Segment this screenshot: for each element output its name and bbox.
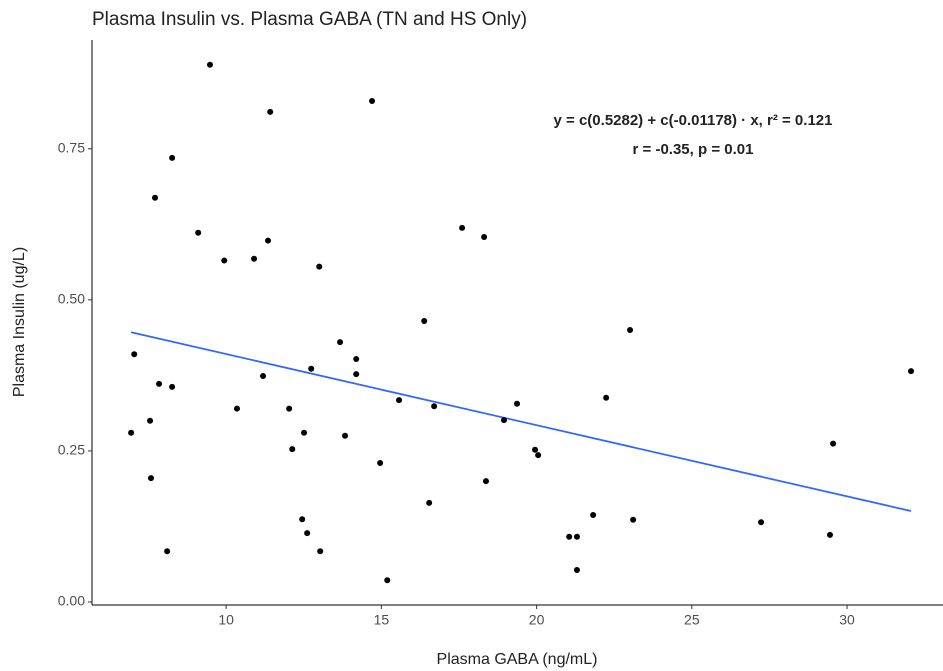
x-tick-label: 20 — [529, 612, 545, 628]
point — [426, 499, 433, 506]
point — [342, 432, 349, 439]
point — [826, 531, 833, 538]
point — [514, 400, 521, 407]
point — [317, 548, 324, 555]
point — [630, 516, 637, 523]
stats: r = -0.35, p = 0.01 — [633, 141, 754, 158]
y-tick-label: 0.00 — [58, 593, 85, 609]
point — [500, 417, 507, 424]
point — [233, 405, 240, 412]
point — [421, 317, 428, 324]
point — [265, 237, 272, 244]
point — [164, 548, 171, 555]
point — [308, 365, 315, 372]
point — [459, 224, 466, 231]
point — [627, 327, 634, 334]
point — [535, 452, 542, 459]
equation: y = c(0.5282) + c(-0.01178) · x, r² = 0.… — [554, 112, 833, 129]
point — [353, 371, 360, 378]
point — [169, 154, 176, 161]
point — [260, 372, 267, 379]
point — [566, 533, 573, 540]
point — [431, 403, 438, 410]
point — [156, 380, 163, 387]
point — [221, 257, 228, 264]
point — [286, 405, 293, 412]
point — [301, 429, 308, 436]
x-tick-label: 15 — [374, 612, 390, 628]
y-tick-label: 0.25 — [58, 442, 85, 458]
point — [396, 397, 403, 404]
point — [316, 263, 323, 270]
point — [337, 339, 344, 346]
x-tick-label: 30 — [839, 612, 855, 628]
point — [169, 383, 176, 390]
y-axis-label: Plasma Insulin (ug/L) — [11, 247, 28, 397]
point — [481, 233, 488, 240]
x-tick-label: 10 — [218, 612, 234, 628]
point — [377, 459, 384, 466]
point — [289, 446, 296, 453]
x-tick-label: 25 — [684, 612, 700, 628]
point — [131, 351, 138, 358]
point — [603, 394, 610, 401]
point — [384, 577, 391, 584]
point — [758, 519, 765, 526]
point — [590, 511, 597, 518]
point — [147, 475, 154, 482]
point — [147, 417, 154, 424]
y-tick-label: 0.50 — [58, 291, 85, 307]
point — [573, 566, 580, 573]
y-tick-label: 0.75 — [58, 139, 85, 155]
chart-title: Plasma Insulin vs. Plasma GABA (TN and H… — [92, 9, 527, 30]
point — [532, 446, 539, 453]
point — [830, 440, 837, 447]
point — [573, 533, 580, 540]
point — [267, 108, 274, 115]
point — [908, 368, 915, 375]
point — [304, 530, 311, 537]
point — [206, 61, 213, 68]
point — [482, 478, 489, 485]
x-axis-label: Plasma GABA (ng/mL) — [437, 651, 598, 668]
point — [299, 516, 306, 523]
point — [251, 255, 258, 262]
fit-line — [130, 331, 912, 512]
point — [195, 229, 202, 236]
point — [128, 429, 135, 436]
point — [369, 98, 376, 105]
point — [152, 194, 159, 201]
point — [353, 356, 360, 363]
